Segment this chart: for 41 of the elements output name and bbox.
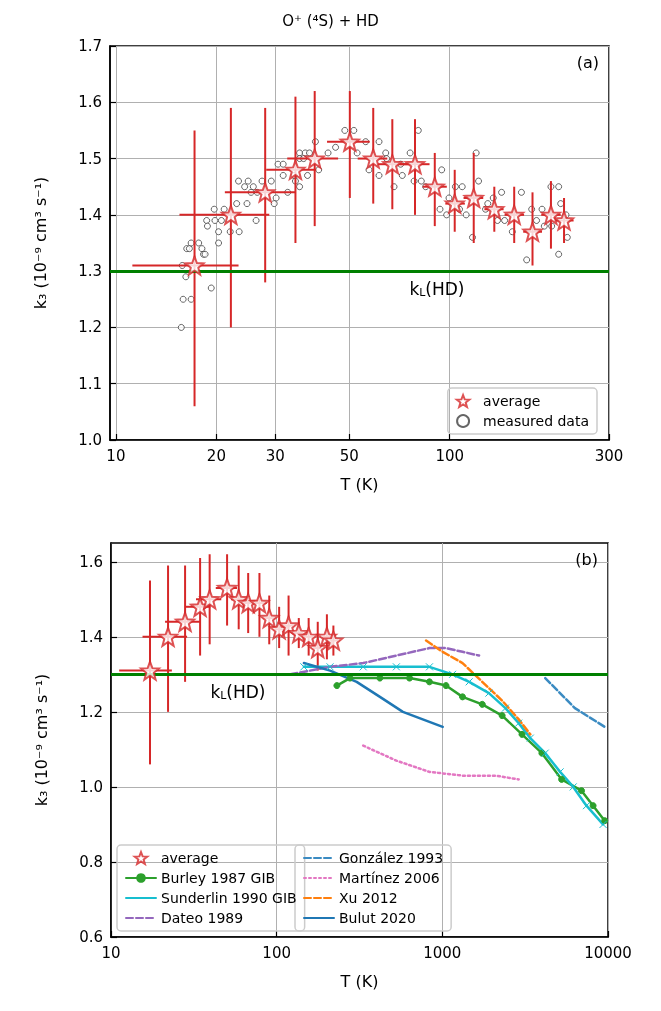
x-axis-title: T (K) — [339, 474, 379, 494]
legend-label: Sunderlin 1990 GIB — [161, 890, 297, 906]
y-tick-label: 1.2 — [78, 318, 102, 337]
y-tick-label: 1.0 — [78, 431, 102, 449]
x-tick-label: 10 — [106, 446, 126, 465]
legend-label: Dateo 1989 — [161, 910, 244, 926]
legend-label: Xu 2012 — [339, 890, 398, 906]
legend-label: Burley 1987 GIB — [161, 870, 276, 886]
x-tick-label: 300 — [594, 446, 624, 465]
y-tick-label: 1.1 — [78, 374, 102, 393]
y-tick-label: 1.2 — [79, 702, 103, 721]
y-tick-label: 1.0 — [79, 777, 103, 796]
x-tick-label: 20 — [206, 446, 226, 465]
x-tick-label: 100 — [262, 943, 291, 962]
legend-label: González 1993 — [339, 850, 444, 866]
y-tick-label: 1.7 — [78, 37, 102, 55]
y-tick-label: 1.6 — [79, 552, 103, 571]
legend-label: Martínez 2006 — [339, 870, 440, 886]
chart-title: O⁺ (⁴S) + HD — [282, 11, 379, 30]
x-tick-label: 30 — [265, 446, 285, 465]
y-tick-label: 1.3 — [78, 262, 102, 281]
y-axis-title: k₃ (10⁻⁹ cm³ s⁻¹) — [31, 673, 51, 807]
legend-label: measured data — [483, 413, 590, 429]
annotation: (a) — [576, 52, 600, 72]
x-tick-label: 1000 — [423, 943, 462, 962]
legend-label: average — [161, 850, 219, 866]
legend-label: Bulut 2020 — [339, 910, 416, 926]
annotation: (b) — [575, 549, 598, 569]
x-axis-title: T (K) — [339, 971, 379, 991]
y-tick-label: 1.4 — [79, 627, 103, 646]
y-tick-label: 0.8 — [79, 852, 103, 871]
y-axis-title: k₃ (10⁻⁹ cm³ s⁻¹) — [30, 176, 50, 310]
x-tick-label: 10000 — [584, 943, 632, 962]
x-tick-label: 50 — [339, 446, 359, 465]
y-tick-label: 1.6 — [78, 93, 102, 112]
x-tick-label: 100 — [435, 446, 465, 465]
x-tick-label: 10 — [101, 943, 121, 962]
legend-label: average — [483, 393, 541, 409]
y-tick-label: 1.5 — [78, 149, 102, 168]
y-tick-label: 1.4 — [78, 205, 102, 224]
y-tick-label: 0.6 — [79, 928, 103, 946]
